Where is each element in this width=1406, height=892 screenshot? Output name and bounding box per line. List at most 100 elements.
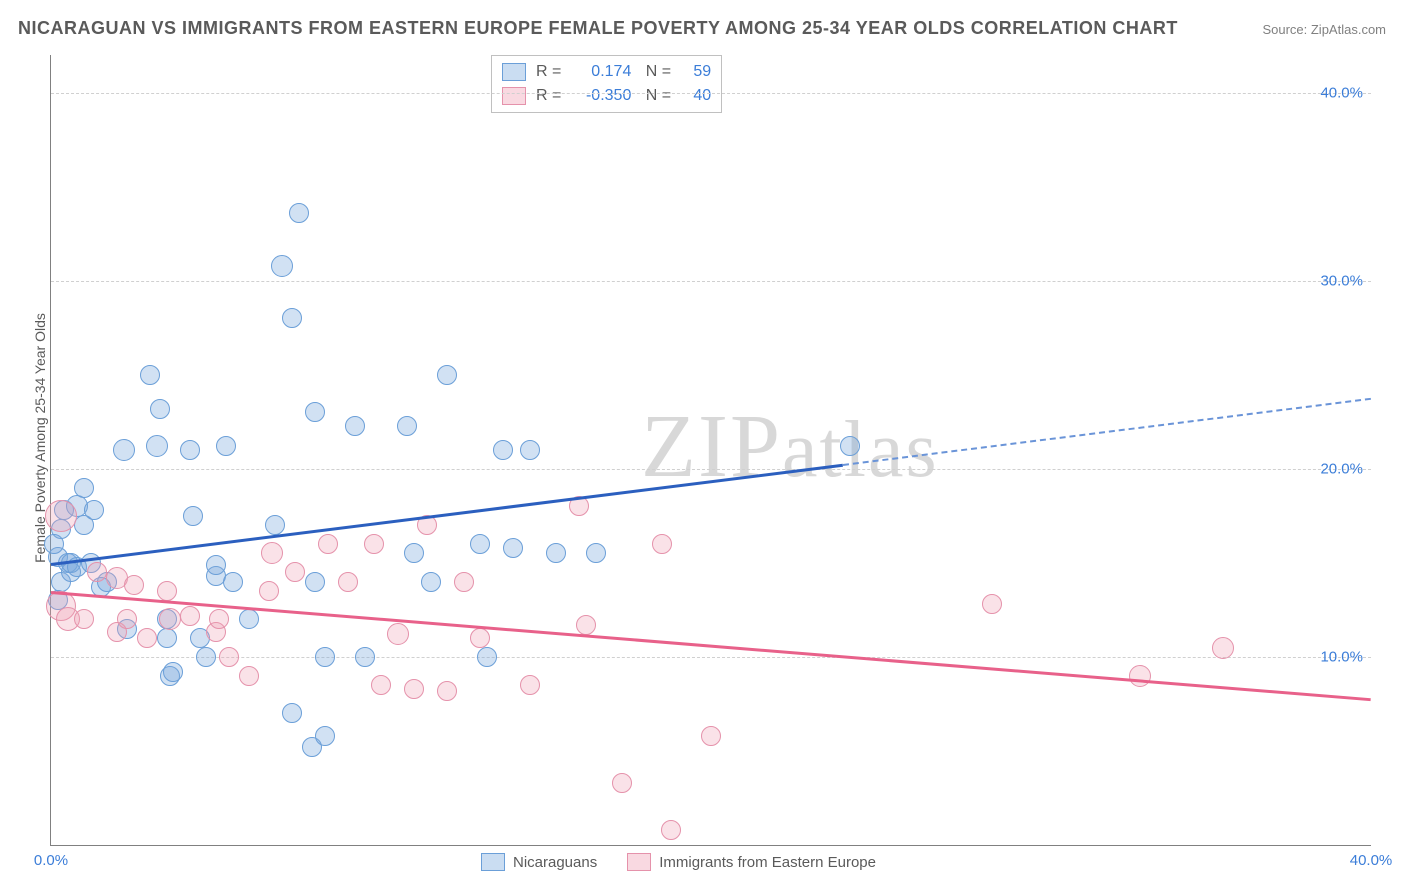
data-point xyxy=(520,440,540,460)
data-point xyxy=(84,500,104,520)
y-tick-label: 40.0% xyxy=(1320,84,1363,101)
data-point xyxy=(209,609,229,629)
n-label: N = xyxy=(641,87,671,105)
data-point xyxy=(282,703,302,723)
data-point xyxy=(454,572,474,592)
data-point xyxy=(355,647,375,667)
data-point xyxy=(196,647,216,667)
data-point xyxy=(180,606,200,626)
data-point xyxy=(470,534,490,554)
scatter-plot-area: R = 0.174 N = 59 R = -0.350 N = 40 ZIPat… xyxy=(50,55,1371,846)
data-point xyxy=(285,562,305,582)
data-point xyxy=(117,609,137,629)
data-point xyxy=(206,555,226,575)
n-value-blue: 59 xyxy=(681,63,711,81)
data-point xyxy=(546,543,566,563)
data-point xyxy=(315,726,335,746)
data-point xyxy=(265,515,285,535)
data-point xyxy=(183,506,203,526)
data-point xyxy=(271,255,293,277)
data-point xyxy=(477,647,497,667)
data-point xyxy=(223,572,243,592)
data-point xyxy=(239,609,259,629)
data-point xyxy=(124,575,144,595)
data-point xyxy=(315,647,335,667)
legend-label-blue: Nicaraguans xyxy=(513,854,597,871)
legend-item-blue: Nicaraguans xyxy=(481,853,597,871)
data-point xyxy=(87,562,107,582)
data-point xyxy=(612,773,632,793)
data-point xyxy=(44,534,64,554)
trend-line xyxy=(843,397,1371,465)
swatch-pink-icon xyxy=(627,853,651,871)
n-value-pink: 40 xyxy=(681,87,711,105)
data-point xyxy=(74,478,94,498)
data-point xyxy=(239,666,259,686)
x-tick-label: 40.0% xyxy=(1350,852,1393,869)
data-point xyxy=(345,416,365,436)
legend-item-pink: Immigrants from Eastern Europe xyxy=(627,853,876,871)
data-point xyxy=(1129,665,1151,687)
gridline xyxy=(51,93,1371,94)
data-point xyxy=(661,820,681,840)
trend-line xyxy=(51,464,843,566)
data-point xyxy=(1212,637,1234,659)
legend-row-pink: R = -0.350 N = 40 xyxy=(502,84,711,108)
x-tick-label: 0.0% xyxy=(34,852,68,869)
data-point xyxy=(146,435,168,457)
data-point xyxy=(493,440,513,460)
r-value-pink: -0.350 xyxy=(571,87,631,105)
data-point xyxy=(421,572,441,592)
r-label: R = xyxy=(536,87,561,105)
data-point xyxy=(180,440,200,460)
data-point xyxy=(437,681,457,701)
data-point xyxy=(261,542,283,564)
data-point xyxy=(470,628,490,648)
data-point xyxy=(113,439,135,461)
y-tick-label: 20.0% xyxy=(1320,460,1363,477)
data-point xyxy=(305,572,325,592)
swatch-blue-icon xyxy=(481,853,505,871)
r-label: R = xyxy=(536,63,561,81)
swatch-blue-icon xyxy=(502,63,526,81)
data-point xyxy=(520,675,540,695)
data-point xyxy=(45,500,77,532)
data-point xyxy=(157,628,177,648)
data-point xyxy=(219,647,239,667)
data-point xyxy=(404,679,424,699)
data-point xyxy=(338,572,358,592)
data-point xyxy=(150,399,170,419)
data-point xyxy=(140,365,160,385)
data-point xyxy=(371,675,391,695)
data-point xyxy=(387,623,409,645)
source-attribution: Source: ZipAtlas.com xyxy=(1262,22,1386,37)
data-point xyxy=(259,581,279,601)
data-point xyxy=(437,365,457,385)
data-point xyxy=(216,436,236,456)
data-point xyxy=(404,543,424,563)
data-point xyxy=(159,608,181,630)
data-point xyxy=(137,628,157,648)
n-label: N = xyxy=(641,63,671,81)
series-legend: Nicaraguans Immigrants from Eastern Euro… xyxy=(481,853,876,871)
legend-label-pink: Immigrants from Eastern Europe xyxy=(659,854,876,871)
data-point xyxy=(305,402,325,422)
legend-row-blue: R = 0.174 N = 59 xyxy=(502,60,711,84)
data-point xyxy=(586,543,606,563)
data-point xyxy=(318,534,338,554)
data-point xyxy=(157,581,177,601)
chart-title: NICARAGUAN VS IMMIGRANTS FROM EASTERN EU… xyxy=(18,18,1178,39)
data-point xyxy=(74,609,94,629)
data-point xyxy=(503,538,523,558)
data-point xyxy=(289,203,309,223)
data-point xyxy=(282,308,302,328)
y-tick-label: 10.0% xyxy=(1320,648,1363,665)
r-value-blue: 0.174 xyxy=(571,63,631,81)
swatch-pink-icon xyxy=(502,87,526,105)
data-point xyxy=(397,416,417,436)
gridline xyxy=(51,469,1371,470)
data-point xyxy=(576,615,596,635)
gridline xyxy=(51,281,1371,282)
data-point xyxy=(982,594,1002,614)
data-point xyxy=(364,534,384,554)
